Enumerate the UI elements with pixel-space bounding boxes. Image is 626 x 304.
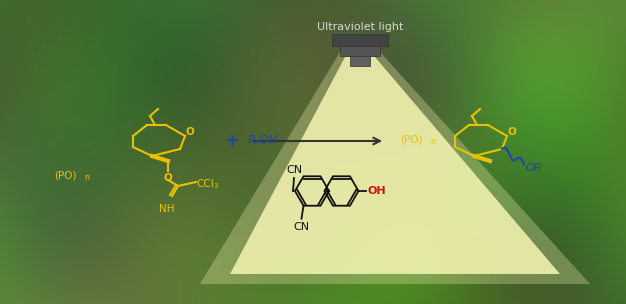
Text: CN: CN [286,165,302,175]
Text: NH: NH [159,204,175,214]
Text: n: n [84,172,89,181]
Bar [350,54,370,66]
Text: 3: 3 [213,183,217,189]
Text: O: O [163,173,172,183]
Text: OR: OR [526,163,543,173]
Bar [332,34,388,46]
Text: n: n [430,136,435,146]
Text: +: + [225,132,240,150]
Text: (PO): (PO) [400,134,423,144]
Text: CCl: CCl [196,179,213,189]
Text: CN: CN [294,222,310,232]
Text: Ultraviolet light: Ultraviolet light [317,22,403,32]
Polygon shape [230,57,560,274]
Text: OH: OH [367,186,386,196]
Polygon shape [200,52,590,284]
Text: R-OH: R-OH [248,134,279,147]
Text: O: O [186,127,195,137]
Bar [340,44,380,56]
Text: (PO): (PO) [54,170,76,180]
Text: O: O [508,127,516,137]
